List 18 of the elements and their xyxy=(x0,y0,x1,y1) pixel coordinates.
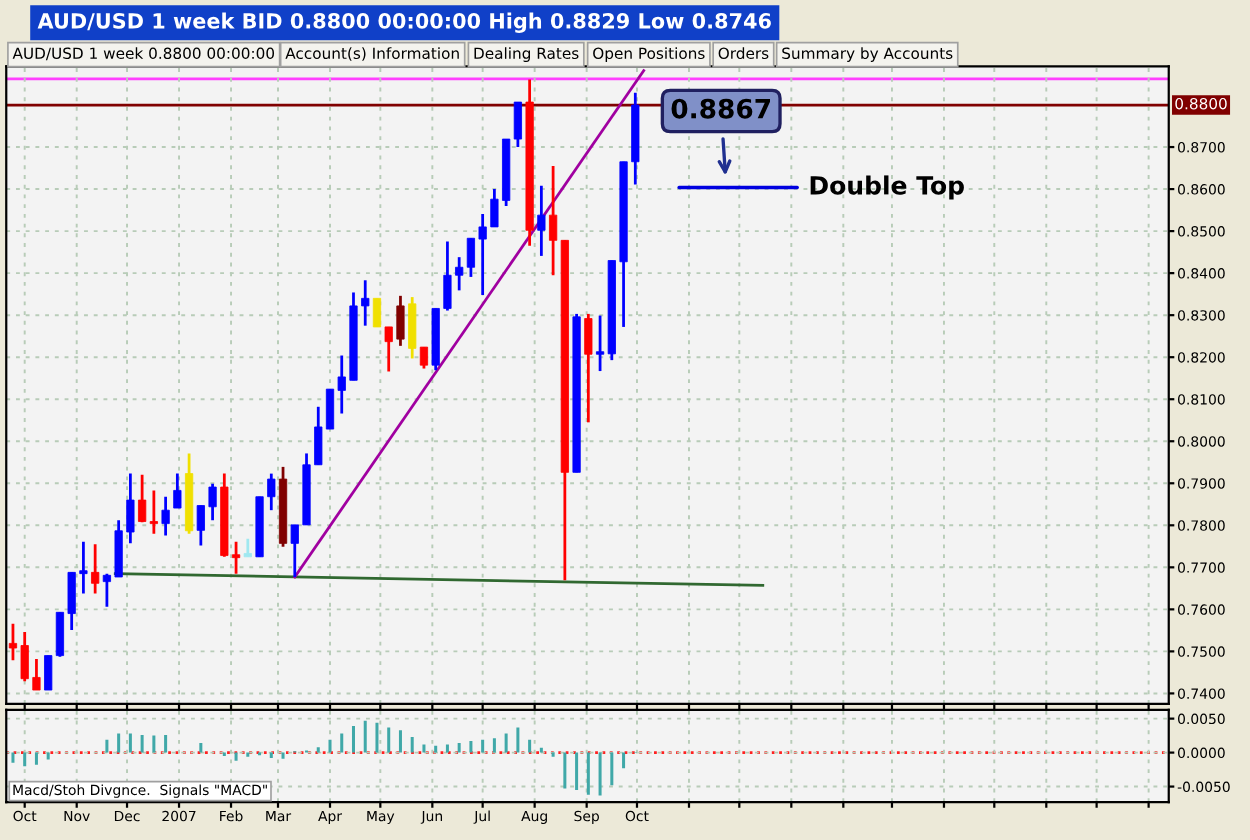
candlestick xyxy=(161,495,170,537)
candlestick xyxy=(138,473,147,524)
annotation: 0.8867 xyxy=(671,98,771,119)
candlestick xyxy=(537,184,546,258)
candlestick xyxy=(372,296,382,329)
candlestick xyxy=(384,325,393,373)
candlestick xyxy=(549,164,558,277)
annotation: Double Top xyxy=(810,175,964,200)
candlestick xyxy=(396,294,405,348)
candlestick xyxy=(584,312,593,424)
candlestick xyxy=(408,295,417,360)
candlestick xyxy=(173,472,182,510)
candlestick xyxy=(149,489,158,536)
candlestick xyxy=(243,537,252,559)
candlestick xyxy=(513,100,522,149)
candlestick xyxy=(419,345,429,370)
chart-title: AUD/USD 1 week BID 0.8800 00:00:00 High 0.8829 Low 0.8746 xyxy=(37,12,771,33)
candlestick xyxy=(91,542,100,595)
